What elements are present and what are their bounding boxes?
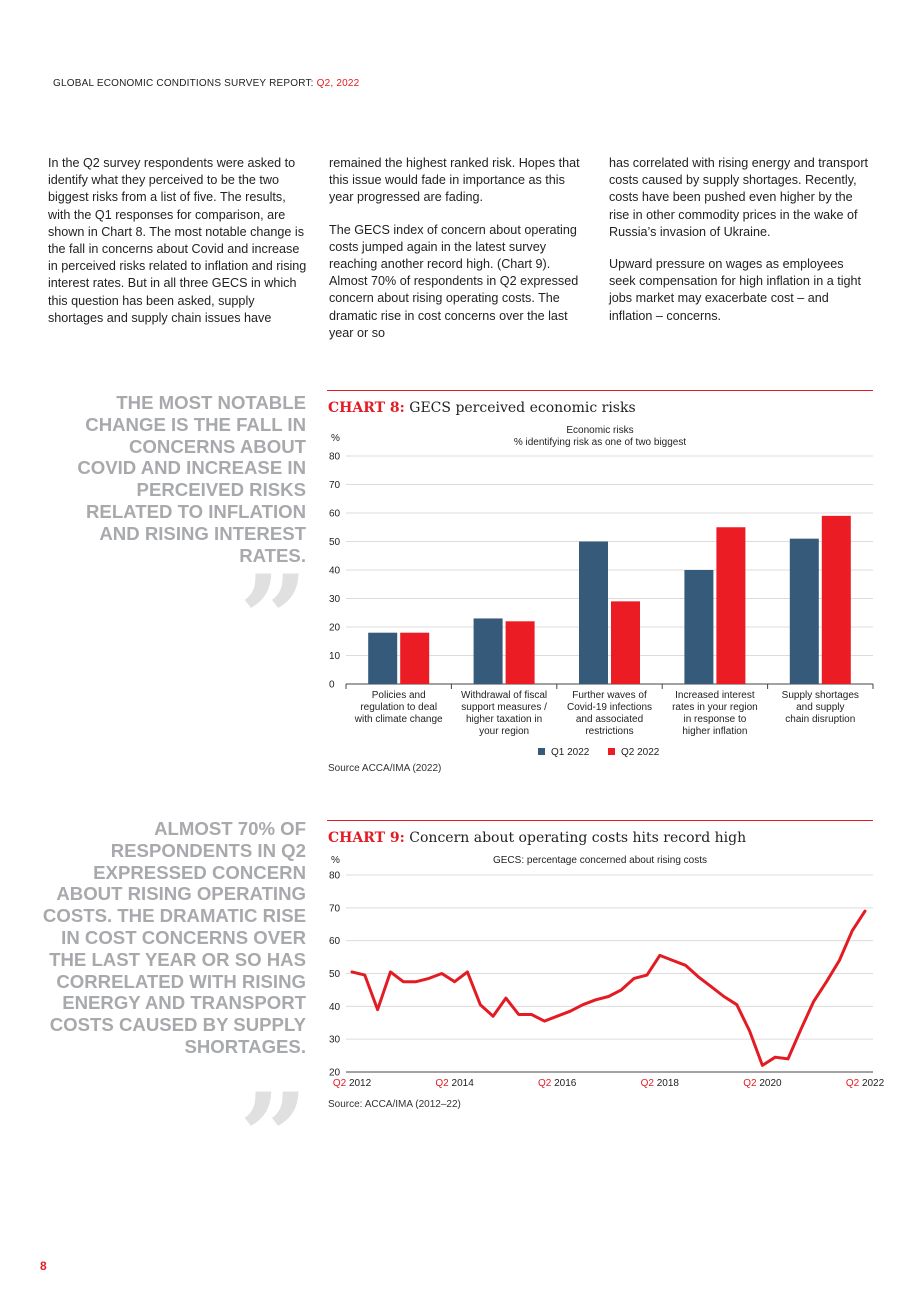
x-tick-label: Policies and	[372, 690, 426, 701]
y-tick-label: 70	[329, 480, 341, 491]
y-tick-label: 20	[329, 1068, 341, 1079]
legend-swatch	[538, 748, 545, 755]
body-column-2: remained the highest ranked risk. Hopes …	[329, 155, 591, 357]
chart-8-title: CHART 8: GECS perceived economic risks	[328, 400, 636, 416]
report-header: GLOBAL ECONOMIC CONDITIONS SURVEY REPORT…	[53, 78, 359, 89]
chart-9-y-unit: %	[331, 855, 340, 866]
y-tick-label: 80	[329, 452, 341, 463]
x-tick-label: Q2 2012	[333, 1078, 372, 1089]
chart-9-line-chart: GECS: percentage concerned about rising …	[329, 855, 885, 1089]
report-header-period: Q2, 2022	[316, 78, 360, 89]
body-column-3: has correlated with rising energy and tr…	[609, 155, 871, 340]
chart-8-y-unit: %	[331, 433, 340, 444]
chart-8-subtitle: Economic risks	[566, 425, 633, 436]
y-tick-label: 10	[329, 651, 341, 662]
chart-8-title-text: GECS perceived economic risks	[409, 400, 636, 416]
chart-9-subtitle: GECS: percentage concerned about rising …	[493, 855, 707, 866]
bar-q2-2022	[611, 601, 640, 684]
bar-q1-2022	[579, 541, 608, 684]
x-tick-label: Q2 2018	[641, 1078, 680, 1089]
x-tick-label: your region	[479, 726, 529, 737]
chart-9-source: Source: ACCA/IMA (2012–22)	[328, 1099, 461, 1110]
bar-q1-2022	[684, 570, 714, 684]
bar-q1-2022	[368, 632, 398, 684]
x-tick-label: Q2 2022	[846, 1078, 885, 1089]
paragraph: The GECS index of concern about operatin…	[329, 222, 579, 340]
report-header-title: GLOBAL ECONOMIC CONDITIONS SURVEY REPORT…	[53, 78, 314, 89]
chart-8-bar-chart: Economic risks% identifying risk as one …	[329, 425, 874, 758]
y-tick-label: 70	[329, 903, 341, 914]
x-tick-label: with climate change	[354, 714, 443, 725]
x-tick-label: higher inflation	[682, 726, 747, 737]
x-tick-label: in response to	[683, 714, 746, 725]
x-tick-label: restrictions	[585, 726, 633, 737]
chart-8-rule	[327, 390, 873, 391]
chart-8-source: Source ACCA/IMA (2022)	[328, 763, 442, 774]
x-tick-label: rates in your region	[672, 702, 758, 713]
y-tick-label: 30	[329, 594, 341, 605]
paragraph: has correlated with rising energy and tr…	[609, 156, 869, 239]
x-tick-label: chain disruption	[785, 714, 855, 725]
pull-quote-1: THE MOST NOTABLE CHANGE IS THE FALL IN C…	[77, 392, 306, 566]
quote-mark-icon: ”	[238, 549, 308, 690]
x-tick-label: support measures /	[461, 702, 547, 713]
bar-q2-2022	[400, 632, 430, 684]
x-tick-label: higher taxation in	[466, 714, 542, 725]
chart-9-title: CHART 9: Concern about operating costs h…	[328, 830, 746, 846]
y-tick-label: 30	[329, 1035, 341, 1046]
x-tick-label: Withdrawal of fiscal	[461, 690, 547, 701]
bar-q2-2022	[716, 527, 746, 684]
quote-mark-icon: ”	[238, 1067, 308, 1208]
x-tick-label: and associated	[576, 714, 643, 725]
y-tick-label: 60	[329, 509, 341, 520]
x-tick-label: regulation to deal	[360, 702, 437, 713]
chart-9-title-text: Concern about operating costs hits recor…	[409, 830, 747, 846]
legend-label: Q2 2022	[621, 747, 660, 758]
chart-8-subtitle: % identifying risk as one of two biggest	[514, 437, 687, 448]
y-tick-label: 20	[329, 623, 341, 634]
paragraph: Upward pressure on wages as employees se…	[609, 257, 862, 323]
x-tick-label: Q2 2014	[435, 1078, 474, 1089]
paragraph: In the Q2 survey respondents were asked …	[48, 156, 307, 325]
x-tick-label: Q2 2016	[538, 1078, 577, 1089]
x-tick-label: Increased interest	[675, 690, 755, 701]
bar-q2-2022	[505, 621, 535, 684]
pull-quote-2: ALMOST 70% OF RESPONDENTS IN Q2 EXPRESSE…	[42, 818, 306, 1057]
chart-9-rule	[327, 820, 873, 821]
bar-q2-2022	[821, 515, 851, 684]
x-tick-label: Covid-19 infections	[567, 702, 652, 713]
x-tick-label: Supply shortages	[782, 690, 859, 701]
paragraph: remained the highest ranked risk. Hopes …	[329, 156, 580, 205]
y-tick-label: 40	[329, 1002, 341, 1013]
y-tick-label: 50	[329, 969, 341, 980]
bar-q1-2022	[789, 538, 819, 684]
x-tick-label: Further waves of	[572, 690, 647, 701]
bar-q1-2022	[473, 618, 503, 684]
legend-label: Q1 2022	[551, 747, 590, 758]
y-tick-label: 40	[329, 566, 341, 577]
series-line-operating-costs	[350, 909, 867, 1067]
chart-8-label: CHART 8:	[328, 400, 405, 416]
chart-9-label: CHART 9:	[328, 830, 405, 846]
body-column-1: In the Q2 survey respondents were asked …	[48, 155, 310, 342]
y-tick-label: 50	[329, 537, 341, 548]
page-number: 8	[40, 1259, 47, 1273]
y-tick-label: 80	[329, 871, 341, 882]
x-tick-label: Q2 2020	[743, 1078, 782, 1089]
y-tick-label: 60	[329, 936, 341, 947]
y-tick-label: 0	[329, 680, 335, 691]
x-tick-label: and supply	[796, 702, 844, 713]
legend-swatch	[608, 748, 615, 755]
